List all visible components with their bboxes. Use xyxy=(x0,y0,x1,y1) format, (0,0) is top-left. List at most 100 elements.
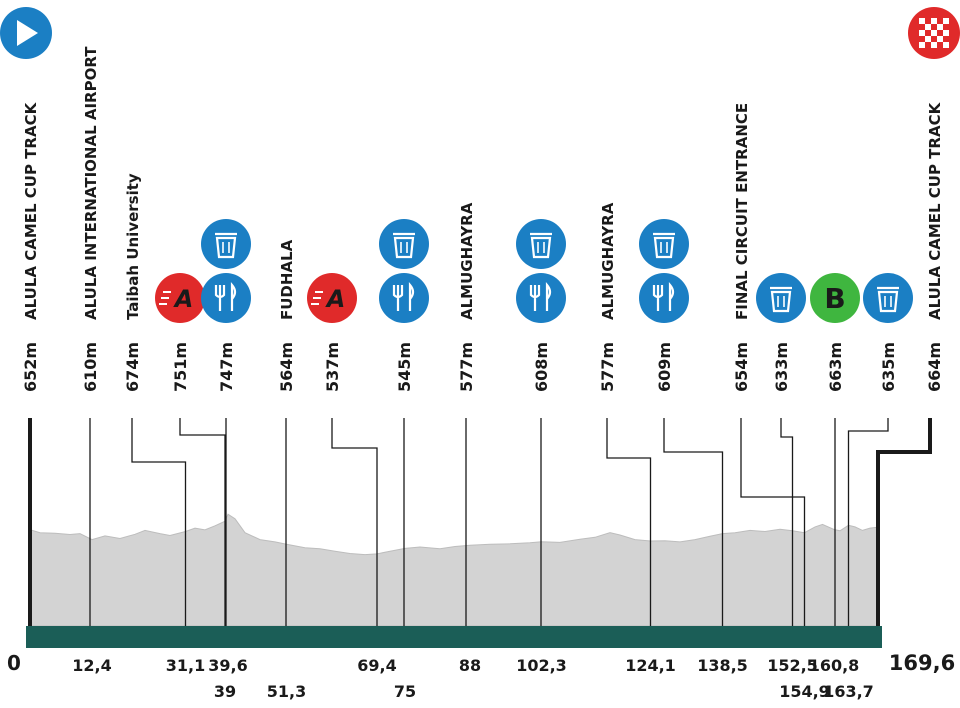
km-label: 160,8 xyxy=(809,656,860,675)
marker-line xyxy=(606,418,652,626)
km-labels-layer: 0 169,6 12,4 31,1 39,6 69,4 88 102,3 124,1 138,5 1… xyxy=(7,651,955,701)
place-label: ALMUGHAYRA xyxy=(458,202,476,320)
altitude-label: 663m xyxy=(826,342,845,392)
km-label: 124,1 xyxy=(625,656,676,675)
finish-check xyxy=(919,18,925,24)
km-label: 152,5 xyxy=(767,656,818,675)
finish-check xyxy=(931,42,937,48)
bin-ribs xyxy=(400,242,408,253)
fork-knife xyxy=(529,282,552,311)
speed-lines xyxy=(311,291,323,305)
altitude-label: 545m xyxy=(395,342,414,392)
altitude-label: 608m xyxy=(532,342,551,392)
speed-lines xyxy=(159,291,171,305)
bin-icon xyxy=(201,219,251,269)
bin-ribs xyxy=(660,242,668,253)
km-label: 138,5 xyxy=(697,656,748,675)
sprint-letter: A xyxy=(173,285,194,313)
bin-shape xyxy=(770,286,792,313)
marker-line xyxy=(179,418,226,626)
bin-shape xyxy=(215,232,237,259)
altitude-label: 609m xyxy=(655,342,674,392)
sprint-letter: A xyxy=(325,285,346,313)
km-label: 88 xyxy=(459,656,481,675)
bin-ribs xyxy=(222,242,230,253)
altitude-label: 747m xyxy=(217,342,236,392)
place-label: ALMUGHAYRA xyxy=(599,202,617,320)
bin-shape xyxy=(653,232,675,259)
sprint-a-icon xyxy=(307,273,357,323)
marker-line xyxy=(847,418,889,626)
km-label: 51,3 xyxy=(267,682,306,701)
sprint-a-icon xyxy=(155,273,205,323)
altitude-label: 577m xyxy=(457,342,476,392)
finish-check xyxy=(925,36,931,42)
place-label: FUDHALA xyxy=(278,239,296,320)
bin-icon xyxy=(639,219,689,269)
place-label: FINAL CIRCUIT ENTRANCE xyxy=(733,103,751,320)
fork-knife xyxy=(392,282,415,311)
altitude-label: 577m xyxy=(598,342,617,392)
finish-check xyxy=(931,30,937,36)
marker-lines-layer xyxy=(28,418,932,626)
place-label: ALULA CAMEL CUP TRACK xyxy=(22,101,40,320)
bin-icon xyxy=(756,273,806,323)
bin-shape xyxy=(393,232,415,259)
altitude-label: 537m xyxy=(323,342,342,392)
altitude-label: 564m xyxy=(277,342,296,392)
bonus-b-icon xyxy=(810,273,860,323)
altitude-label: 652m xyxy=(21,342,40,392)
altitude-label: 751m xyxy=(171,342,190,392)
bin-icon xyxy=(516,219,566,269)
altitude-label: 610m xyxy=(81,342,100,392)
start-km-label: 0 xyxy=(7,651,21,675)
km-label: 31,1 xyxy=(166,656,205,675)
finish-check xyxy=(919,30,925,36)
bin-shape xyxy=(877,286,899,313)
bin-icon xyxy=(863,273,913,323)
bonus-letter: B xyxy=(824,282,845,315)
km-label: 163,7 xyxy=(823,682,874,701)
km-label: 154,9 xyxy=(779,682,830,701)
km-label: 75 xyxy=(394,682,416,701)
km-label: 39,6 xyxy=(208,656,247,675)
marker-line xyxy=(740,418,806,626)
altitude-label: 654m xyxy=(732,342,751,392)
altitude-label: 635m xyxy=(879,342,898,392)
finish-check xyxy=(943,18,949,24)
marker-line xyxy=(780,418,794,626)
km-label: 69,4 xyxy=(357,656,396,675)
place-label: Taibah University xyxy=(124,173,142,320)
finish-line xyxy=(876,418,932,626)
finish-check xyxy=(931,18,937,24)
bin-shape xyxy=(530,232,552,259)
feed-icon xyxy=(201,273,251,323)
finish-check xyxy=(943,30,949,36)
bin-ribs xyxy=(884,296,892,307)
km-label: 12,4 xyxy=(72,656,111,675)
altitude-label: 664m xyxy=(925,342,944,392)
start-arrow xyxy=(17,20,38,46)
finish-check xyxy=(943,42,949,48)
feed-icon xyxy=(516,273,566,323)
finish-check xyxy=(937,36,943,42)
place-label: ALULA INTERNATIONAL AIRPORT xyxy=(82,46,100,320)
bin-ribs xyxy=(537,242,545,253)
end-km-label: 169,6 xyxy=(889,651,955,675)
km-label: 39 xyxy=(214,682,236,701)
feed-icon xyxy=(639,273,689,323)
place-label: ALULA CAMEL CUP TRACK xyxy=(926,101,944,320)
elevation-area xyxy=(29,513,879,627)
finish-check xyxy=(937,24,943,30)
altitude-label: 633m xyxy=(772,342,791,392)
marker-line xyxy=(131,418,187,626)
baseline-band xyxy=(26,626,882,648)
km-label: 102,3 xyxy=(516,656,567,675)
finish-check xyxy=(925,24,931,30)
altitude-label: 674m xyxy=(123,342,142,392)
fork-knife xyxy=(214,282,237,311)
elevation-profile-layer xyxy=(26,513,882,648)
feed-icon xyxy=(379,273,429,323)
